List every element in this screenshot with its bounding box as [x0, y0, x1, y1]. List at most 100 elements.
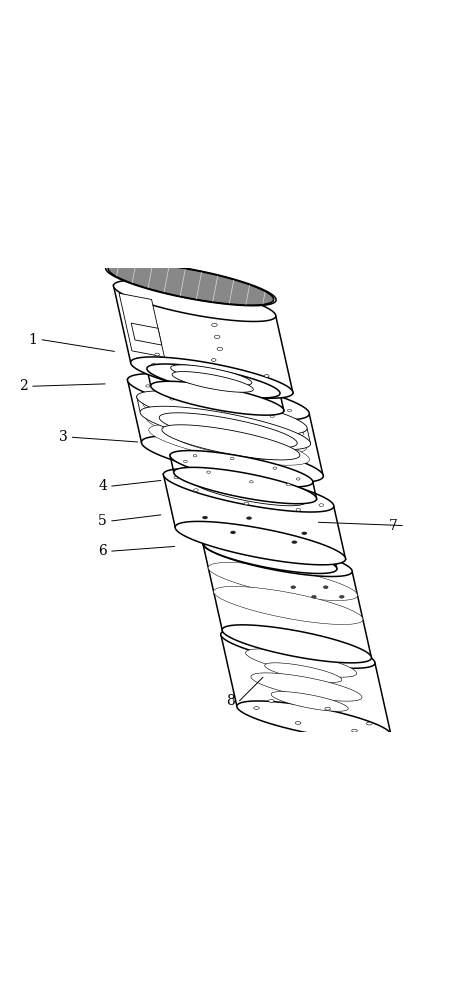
Polygon shape: [119, 293, 164, 357]
Polygon shape: [190, 470, 304, 499]
Polygon shape: [170, 451, 313, 487]
Ellipse shape: [174, 476, 179, 479]
Polygon shape: [151, 381, 284, 415]
Polygon shape: [168, 418, 284, 448]
Ellipse shape: [212, 323, 217, 327]
Text: 6: 6: [98, 544, 107, 558]
Polygon shape: [190, 457, 293, 483]
Ellipse shape: [155, 353, 159, 356]
Polygon shape: [165, 404, 281, 433]
Ellipse shape: [249, 478, 253, 480]
Polygon shape: [172, 386, 266, 410]
Ellipse shape: [265, 374, 269, 377]
Ellipse shape: [221, 410, 226, 413]
Polygon shape: [218, 424, 247, 432]
Ellipse shape: [261, 385, 266, 388]
Ellipse shape: [268, 700, 274, 702]
Ellipse shape: [352, 729, 357, 732]
Ellipse shape: [273, 467, 277, 469]
Ellipse shape: [367, 722, 372, 725]
Ellipse shape: [244, 502, 249, 505]
Polygon shape: [251, 673, 362, 701]
Polygon shape: [221, 629, 375, 668]
Polygon shape: [201, 525, 334, 559]
Polygon shape: [141, 379, 296, 418]
Polygon shape: [157, 382, 281, 414]
Polygon shape: [225, 485, 273, 497]
Ellipse shape: [270, 415, 274, 417]
Polygon shape: [147, 364, 280, 398]
Polygon shape: [218, 425, 256, 473]
Ellipse shape: [263, 396, 267, 399]
Polygon shape: [174, 467, 317, 504]
Polygon shape: [127, 379, 323, 477]
Polygon shape: [171, 365, 252, 386]
Polygon shape: [113, 280, 276, 321]
Polygon shape: [206, 461, 277, 479]
Polygon shape: [163, 469, 334, 512]
Ellipse shape: [230, 457, 234, 460]
Ellipse shape: [295, 722, 301, 724]
Ellipse shape: [291, 541, 297, 544]
Ellipse shape: [254, 707, 259, 709]
Ellipse shape: [339, 595, 344, 598]
Polygon shape: [108, 263, 274, 305]
Text: 2: 2: [19, 379, 28, 393]
Polygon shape: [162, 425, 300, 460]
Polygon shape: [140, 406, 311, 450]
Ellipse shape: [214, 335, 220, 339]
Polygon shape: [192, 477, 306, 506]
Polygon shape: [190, 474, 306, 502]
Ellipse shape: [212, 384, 216, 386]
Polygon shape: [220, 465, 263, 476]
Ellipse shape: [193, 455, 197, 457]
Ellipse shape: [204, 379, 209, 382]
Ellipse shape: [151, 364, 156, 366]
Polygon shape: [149, 424, 310, 465]
Ellipse shape: [217, 347, 223, 351]
Polygon shape: [211, 482, 287, 501]
Text: 1: 1: [29, 333, 38, 347]
Polygon shape: [245, 649, 357, 677]
Polygon shape: [197, 393, 241, 404]
Polygon shape: [201, 529, 337, 569]
Polygon shape: [171, 430, 287, 460]
Polygon shape: [203, 543, 371, 658]
Ellipse shape: [296, 508, 301, 511]
Ellipse shape: [250, 481, 253, 483]
Polygon shape: [175, 521, 345, 565]
Polygon shape: [131, 323, 162, 345]
Ellipse shape: [230, 531, 236, 534]
Ellipse shape: [312, 595, 316, 598]
Polygon shape: [163, 474, 345, 559]
Ellipse shape: [288, 409, 291, 412]
Polygon shape: [180, 474, 317, 509]
Ellipse shape: [212, 359, 216, 361]
Ellipse shape: [323, 586, 328, 589]
Polygon shape: [113, 285, 293, 393]
Ellipse shape: [202, 516, 208, 519]
Text: 5: 5: [98, 514, 107, 528]
Text: 3: 3: [59, 430, 68, 444]
Polygon shape: [127, 374, 309, 420]
Polygon shape: [227, 466, 256, 474]
Polygon shape: [146, 412, 307, 453]
Text: 8: 8: [226, 694, 235, 708]
Polygon shape: [221, 634, 391, 735]
Ellipse shape: [246, 516, 252, 520]
Ellipse shape: [296, 478, 300, 480]
Polygon shape: [170, 455, 317, 499]
Ellipse shape: [183, 460, 187, 463]
Polygon shape: [196, 478, 302, 505]
Ellipse shape: [287, 483, 290, 486]
Polygon shape: [137, 391, 307, 434]
Polygon shape: [227, 532, 307, 552]
Polygon shape: [137, 396, 311, 444]
Polygon shape: [171, 371, 257, 393]
Ellipse shape: [299, 491, 304, 494]
Text: 4: 4: [98, 479, 107, 493]
Ellipse shape: [170, 398, 174, 400]
Text: 7: 7: [389, 519, 397, 533]
Polygon shape: [131, 357, 293, 398]
Polygon shape: [159, 417, 300, 456]
